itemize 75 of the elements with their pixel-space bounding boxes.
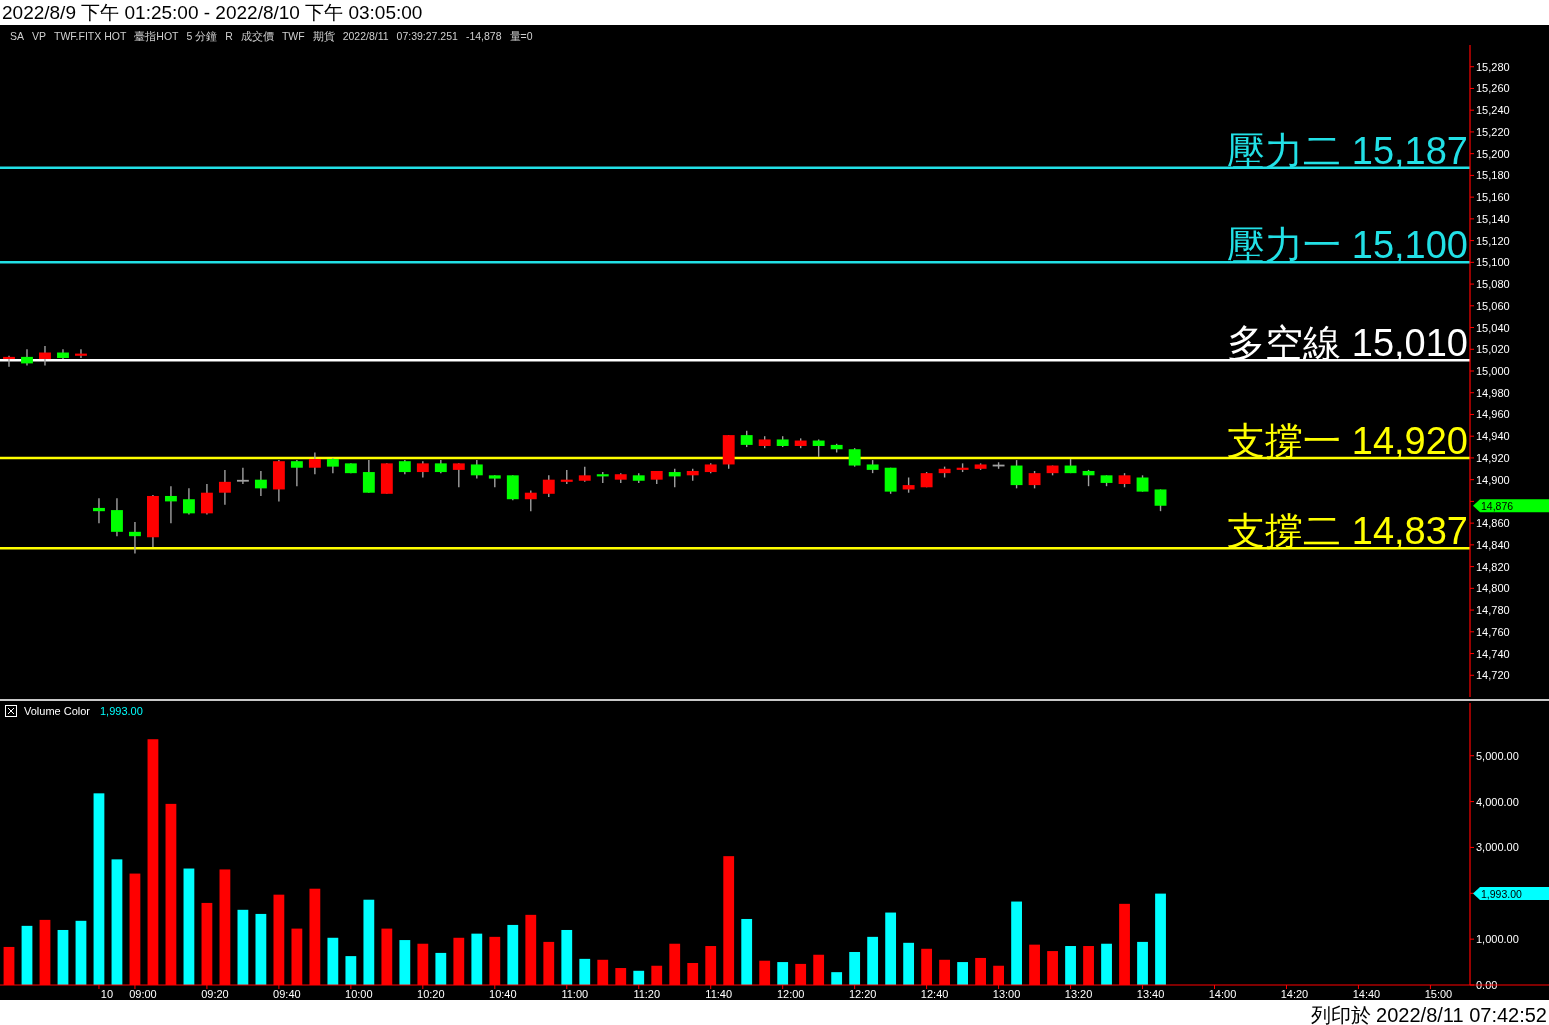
y-tick-label: 14,800	[1476, 582, 1510, 595]
text: VP	[32, 30, 47, 42]
y-tick-label: 15,000	[1476, 365, 1510, 377]
text: 量=0	[509, 30, 533, 42]
y-tick-label: 15,100	[1476, 256, 1510, 269]
x-tick-label: 12:20	[848, 988, 877, 1000]
y-tick-label: 15,260	[1476, 82, 1510, 95]
y-tick-label: 15,140	[1476, 212, 1510, 225]
y-tick-label: 15,040	[1476, 321, 1510, 334]
x-tick-label: 10	[100, 988, 114, 1000]
text: 2022/8/11	[342, 30, 389, 42]
ref-line-label: 支撐二 14,837	[1227, 510, 1468, 553]
text: 臺指HOT	[134, 30, 180, 42]
y-tick-label: 14,780	[1476, 604, 1510, 617]
y-tick-label: 14,980	[1476, 386, 1510, 399]
chart-title: Volume Color	[24, 705, 91, 717]
x-tick-label: 14:20	[1280, 988, 1309, 1000]
y-tick-label: 15,240	[1476, 104, 1510, 117]
x-tick-label: 11:40	[705, 988, 733, 1000]
y-tick-label: 5,000.00	[1476, 749, 1519, 762]
y-tick-label: 1,000.00	[1476, 933, 1519, 946]
y-tick-label: 14,900	[1476, 473, 1510, 486]
y-tick-label: 15,180	[1476, 169, 1510, 182]
y-tick-label: 14,860	[1476, 517, 1510, 530]
text: TWF	[281, 30, 305, 42]
y-tick-label: 15,120	[1476, 234, 1510, 247]
x-tick-label: 11:00	[561, 988, 589, 1000]
y-tick-label: 15,020	[1476, 343, 1510, 356]
x-tick-label: 10:20	[417, 988, 445, 1000]
y-tick-label: 14,740	[1476, 647, 1510, 660]
text: TWF.FITX HOT	[54, 30, 127, 42]
chart-title: 2022/8/9 下午 01:25:00 - 2022/8/10 下午 03:05:00	[2, 2, 423, 23]
x-tick-label: 11:20	[633, 988, 661, 1000]
x-tick-label: 13:40	[1136, 988, 1165, 1000]
x-tick-label: 12:40	[920, 988, 949, 1000]
ref-line-label: 多空線 15,010	[1227, 322, 1468, 365]
ref-line-label: 支撐一 14,920	[1227, 419, 1468, 462]
y-tick-label: 0.00	[1476, 979, 1498, 991]
x-tick-label: 13:20	[1064, 988, 1093, 1000]
text: 成交價	[240, 30, 274, 42]
x-tick-label: 09:40	[273, 988, 301, 1000]
y-tick-label: 15,280	[1476, 60, 1510, 73]
x-tick-label: 09:00	[129, 988, 157, 1000]
x-tick-label: 15:00	[1424, 988, 1453, 1000]
text: 5 分鐘	[186, 30, 218, 42]
y-tick-label: 15,060	[1476, 299, 1510, 312]
x-tick-label: 14:00	[1208, 988, 1237, 1000]
x-tick-label: 13:00	[992, 988, 1021, 1000]
x-tick-label: 14:40	[1352, 988, 1381, 1000]
text: 14,876	[1481, 499, 1514, 512]
text: 列印於 2022/8/11 07:42:52	[1310, 1004, 1547, 1025]
text: -14,878	[465, 30, 502, 42]
y-tick-label: 15,220	[1476, 125, 1510, 138]
y-tick-label: 14,920	[1476, 451, 1510, 464]
text: SA	[10, 30, 25, 42]
text: R	[225, 30, 234, 42]
x-tick-label: 10:40	[489, 988, 517, 1000]
x-tick-label: 12:00	[776, 988, 805, 1000]
y-tick-label: 3,000.00	[1476, 841, 1519, 854]
y-tick-label: 14,940	[1476, 430, 1510, 443]
y-tick-label: 14,720	[1476, 669, 1510, 682]
y-tick-label: 15,080	[1476, 278, 1510, 291]
x-tick-label: 09:20	[201, 988, 229, 1000]
text: 07:39:27.251	[396, 30, 459, 42]
y-tick-label: 14,820	[1476, 560, 1510, 573]
y-tick-label: 15,160	[1476, 191, 1510, 204]
y-tick-label: 15,200	[1476, 147, 1510, 160]
text: 1,993.00	[1481, 887, 1523, 900]
y-tick-label: 14,960	[1476, 408, 1510, 421]
y-tick-label: 4,000.00	[1476, 795, 1519, 808]
text: 期貨	[312, 30, 335, 42]
annotation: 1,993.00	[100, 705, 143, 717]
x-tick-label: 10:00	[345, 988, 373, 1000]
y-tick-label: 14,840	[1476, 538, 1510, 551]
y-tick-label: 14,760	[1476, 625, 1510, 638]
